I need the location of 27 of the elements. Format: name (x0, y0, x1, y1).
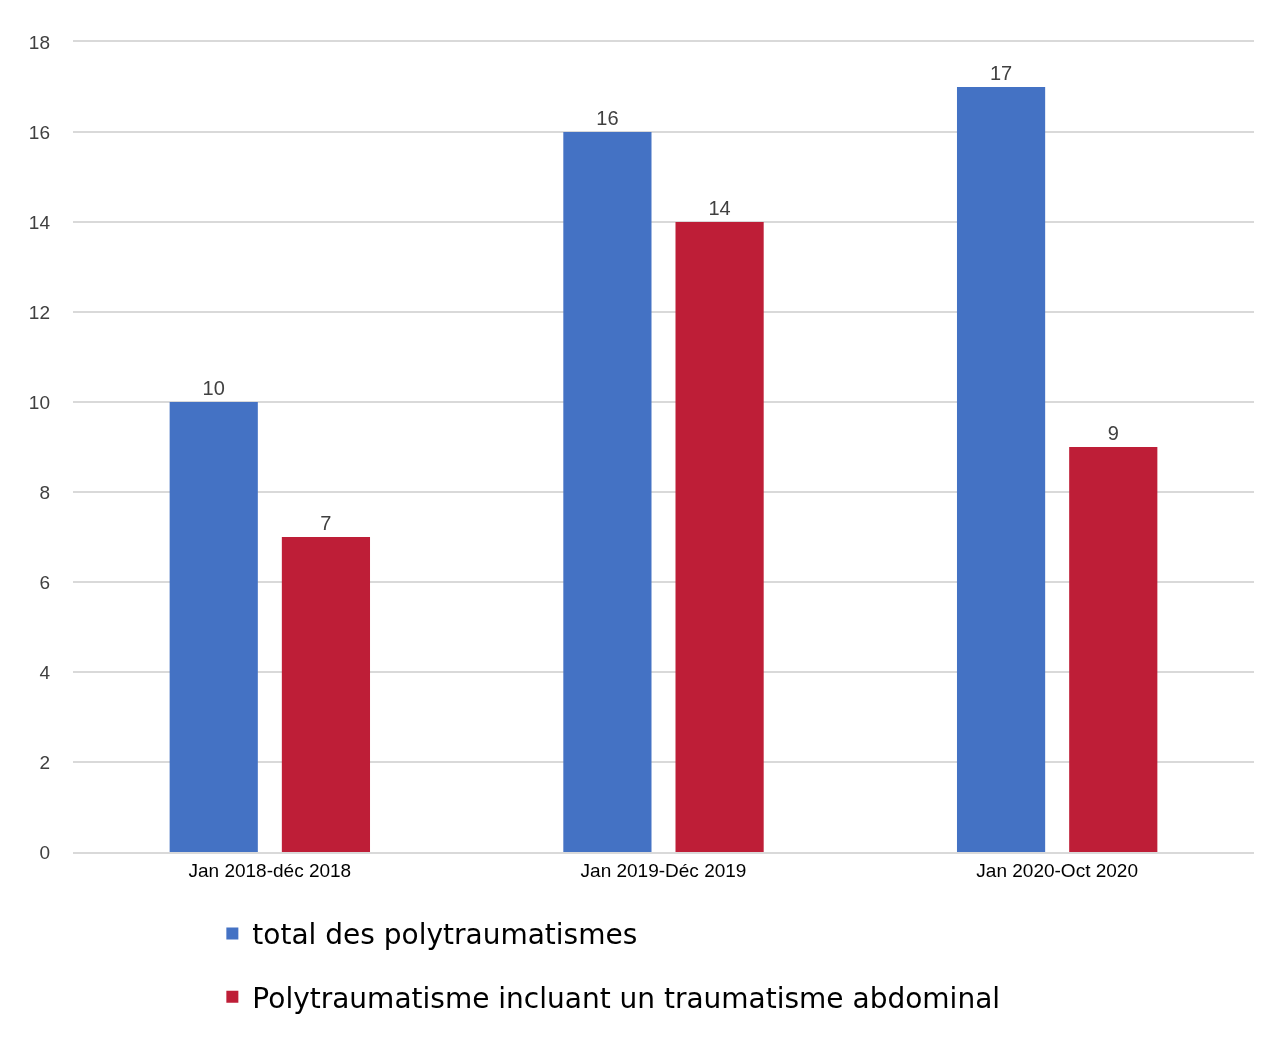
data-label: 9 (1107, 422, 1119, 444)
bar (956, 87, 1046, 852)
y-tick-label: 14 (28, 211, 51, 233)
bar (281, 537, 371, 852)
x-tick-label: Jan 2020-Oct 2020 (976, 859, 1138, 881)
y-tick-label: 12 (28, 301, 50, 323)
data-label: 10 (202, 377, 225, 399)
x-tick-label: Jan 2019-Déc 2019 (580, 859, 747, 881)
data-label: 16 (596, 107, 619, 129)
y-tick-label: 4 (39, 661, 51, 683)
legend-label: Polytraumatisme incluant un traumatisme abdominal (252, 981, 1001, 1015)
y-tick-label: 8 (39, 481, 50, 503)
y-tick-label: 10 (28, 391, 50, 413)
y-tick-label: 18 (28, 31, 50, 53)
y-tick-label: 6 (39, 571, 50, 593)
x-tick-label: Jan 2018-déc 2018 (188, 859, 352, 881)
data-label: 14 (708, 197, 731, 219)
bar (563, 132, 652, 852)
bar (675, 222, 764, 852)
y-tick-label: 16 (28, 121, 50, 143)
data-label: 7 (320, 512, 332, 534)
y-tick-label: 2 (39, 751, 50, 773)
bar (169, 402, 258, 852)
data-label: 17 (989, 62, 1013, 84)
y-tick-label: 0 (39, 841, 50, 863)
legend-label: total des polytraumatismes (252, 918, 638, 952)
bar (1069, 447, 1158, 852)
